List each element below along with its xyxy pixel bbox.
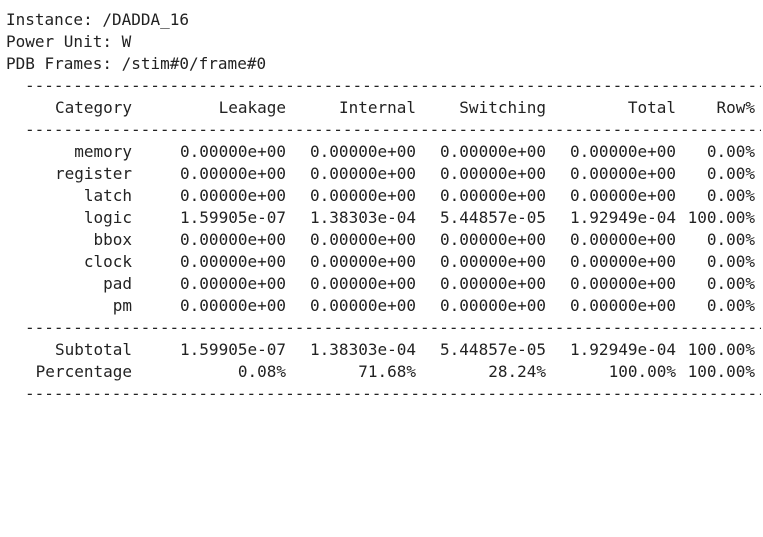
subtotal-row: Subtotal 1.59905e-07 1.38303e-04 5.44857… <box>6 339 761 361</box>
category-cell: Subtotal <box>54 340 132 359</box>
switching-cell: 5.44857e-05 <box>440 208 546 227</box>
total-cell: 1.92949e-04 <box>570 208 676 227</box>
total-cell: 100.00% <box>608 362 676 381</box>
internal-cell: 0.00000e+00 <box>310 296 416 315</box>
switching-cell: 0.00000e+00 <box>440 164 546 183</box>
row-pct-cell: 100.00% <box>687 208 755 227</box>
leakage-cell: 0.00000e+00 <box>180 296 286 315</box>
total-cell: 0.00000e+00 <box>570 274 676 293</box>
switching-cell: 28.24% <box>488 362 546 381</box>
table-row: pad 0.00000e+00 0.00000e+00 0.00000e+00 … <box>6 273 761 295</box>
internal-cell: 71.68% <box>358 362 416 381</box>
switching-cell: 0.00000e+00 <box>440 296 546 315</box>
leakage-cell: 0.00000e+00 <box>180 142 286 161</box>
percentage-row: Percentage 0.08% 71.68% 28.24% 100.00% 1… <box>6 361 761 383</box>
table-row: pm 0.00000e+00 0.00000e+00 0.00000e+00 0… <box>6 295 761 317</box>
switching-cell: 0.00000e+00 <box>440 142 546 161</box>
total-cell: 1.92949e-04 <box>570 340 676 359</box>
internal-cell: 0.00000e+00 <box>310 186 416 205</box>
power-report: Instance: /DADDA_16 Power Unit: W PDB Fr… <box>6 9 761 405</box>
row-pct-cell: 100.00% <box>687 340 755 359</box>
row-pct-cell: 0.00% <box>706 230 755 249</box>
column-header-total: Total <box>627 98 676 117</box>
internal-cell: 1.38303e-04 <box>310 208 416 227</box>
table-row: memory 0.00000e+00 0.00000e+00 0.00000e+… <box>6 141 761 163</box>
column-header-internal: Internal <box>338 98 416 117</box>
internal-cell: 0.00000e+00 <box>310 252 416 271</box>
category-cell: bbox <box>93 230 132 249</box>
total-cell: 0.00000e+00 <box>570 186 676 205</box>
internal-cell: 1.38303e-04 <box>310 340 416 359</box>
total-cell: 0.00000e+00 <box>570 142 676 161</box>
category-cell: latch <box>83 186 132 205</box>
table-row: register 0.00000e+00 0.00000e+00 0.00000… <box>6 163 761 185</box>
column-header-category: Category <box>54 98 132 117</box>
switching-cell: 0.00000e+00 <box>440 186 546 205</box>
internal-cell: 0.00000e+00 <box>310 274 416 293</box>
row-pct-cell: 0.00% <box>706 142 755 161</box>
row-pct-cell: 0.00% <box>706 186 755 205</box>
internal-cell: 0.00000e+00 <box>310 230 416 249</box>
internal-cell: 0.00000e+00 <box>310 164 416 183</box>
category-cell: register <box>54 164 132 183</box>
column-header-row-pct: Row% <box>716 98 755 117</box>
table-row: bbox 0.00000e+00 0.00000e+00 0.00000e+00… <box>6 229 761 251</box>
switching-cell: 0.00000e+00 <box>440 252 546 271</box>
table-row: latch 0.00000e+00 0.00000e+00 0.00000e+0… <box>6 185 761 207</box>
leakage-cell: 0.00000e+00 <box>180 164 286 183</box>
total-cell: 0.00000e+00 <box>570 230 676 249</box>
separator-header: ----------------------------------------… <box>25 120 761 139</box>
row-pct-cell: 0.00% <box>706 296 755 315</box>
column-header-switching: Switching <box>459 98 546 117</box>
separator-summary: ----------------------------------------… <box>25 318 761 337</box>
row-pct-cell: 0.00% <box>706 274 755 293</box>
leakage-cell: 0.00000e+00 <box>180 274 286 293</box>
switching-cell: 0.00000e+00 <box>440 274 546 293</box>
separator-top: ----------------------------------------… <box>25 76 761 95</box>
row-pct-cell: 0.00% <box>706 252 755 271</box>
category-cell: logic <box>83 208 132 227</box>
switching-cell: 0.00000e+00 <box>440 230 546 249</box>
leakage-cell: 0.00000e+00 <box>180 230 286 249</box>
leakage-cell: 0.00000e+00 <box>180 252 286 271</box>
row-pct-cell: 0.00% <box>706 164 755 183</box>
leakage-cell: 1.59905e-07 <box>180 208 286 227</box>
table-row: clock 0.00000e+00 0.00000e+00 0.00000e+0… <box>6 251 761 273</box>
table-header-row: Category Leakage Internal Switching Tota… <box>6 97 761 119</box>
table-row: logic 1.59905e-07 1.38303e-04 5.44857e-0… <box>6 207 761 229</box>
pdb-frames-line: PDB Frames: /stim#0/frame#0 <box>6 54 267 73</box>
leakage-cell: 0.00000e+00 <box>180 186 286 205</box>
category-cell: Percentage <box>35 362 132 381</box>
leakage-cell: 0.08% <box>237 362 286 381</box>
total-cell: 0.00000e+00 <box>570 252 676 271</box>
category-cell: memory <box>74 142 132 161</box>
instance-line: Instance: /DADDA_16 <box>6 10 190 29</box>
total-cell: 0.00000e+00 <box>570 296 676 315</box>
switching-cell: 5.44857e-05 <box>440 340 546 359</box>
leakage-cell: 1.59905e-07 <box>180 340 286 359</box>
power-unit-line: Power Unit: W <box>6 32 132 51</box>
category-cell: clock <box>83 252 132 271</box>
total-cell: 0.00000e+00 <box>570 164 676 183</box>
row-pct-cell: 100.00% <box>687 362 755 381</box>
category-cell: pm <box>112 296 132 315</box>
category-cell: pad <box>103 274 132 293</box>
internal-cell: 0.00000e+00 <box>310 142 416 161</box>
column-header-leakage: Leakage <box>218 98 286 117</box>
separator-bottom: ----------------------------------------… <box>25 384 761 403</box>
